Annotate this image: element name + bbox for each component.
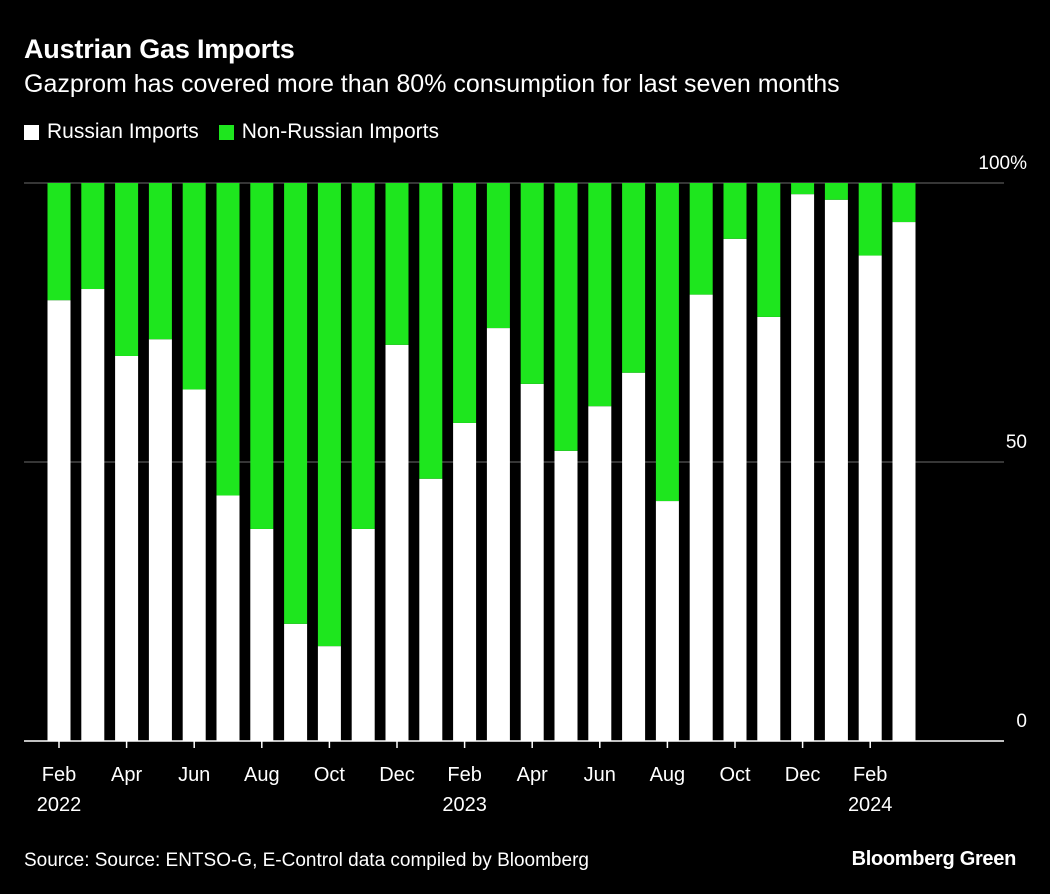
- bar-russian: [622, 372, 646, 741]
- bar-non-russian: [182, 183, 206, 390]
- bar-non-russian: [148, 183, 172, 340]
- x-tick-label: Aug: [244, 764, 280, 786]
- bar-non-russian: [689, 183, 713, 295]
- x-tick-year-label: 2022: [37, 794, 82, 816]
- legend-label-non-russian: Non-Russian Imports: [241, 120, 439, 143]
- x-tick-label: Oct: [719, 764, 751, 786]
- bar-non-russian: [588, 183, 612, 407]
- bar-russian: [317, 646, 341, 741]
- bar-russian: [453, 422, 477, 741]
- bar-non-russian: [385, 183, 409, 345]
- bar-russian: [689, 294, 713, 741]
- bar-non-russian: [216, 183, 240, 496]
- bar-non-russian: [723, 183, 747, 239]
- x-tick-year-label: 2024: [848, 794, 893, 816]
- legend: Russian Imports Non-Russian Imports: [24, 120, 459, 144]
- bar-non-russian: [892, 183, 916, 223]
- x-tick-label: Feb: [42, 764, 76, 786]
- bar-non-russian: [791, 183, 815, 195]
- bar-russian: [520, 383, 544, 741]
- bar-non-russian: [115, 183, 139, 356]
- bar-non-russian: [419, 183, 443, 479]
- bar-russian: [385, 344, 409, 741]
- bar-russian: [250, 528, 274, 741]
- x-tick-label: Feb: [853, 764, 887, 786]
- bar-russian: [892, 222, 916, 741]
- bar-russian: [824, 199, 848, 742]
- bar-non-russian: [317, 183, 341, 647]
- x-tick-label: Apr: [517, 764, 548, 786]
- bar-non-russian: [453, 183, 477, 423]
- bar-russian: [81, 289, 105, 741]
- bar-russian: [115, 355, 139, 741]
- bar-russian: [858, 255, 882, 742]
- bar-russian: [757, 316, 781, 741]
- x-tick-label: Jun: [178, 764, 210, 786]
- legend-swatch-non-russian: [218, 124, 234, 140]
- bar-russian: [655, 501, 679, 741]
- bar-russian: [351, 528, 375, 741]
- bar-non-russian: [655, 183, 679, 502]
- x-tick-label: Aug: [650, 764, 686, 786]
- x-tick-label: Dec: [785, 764, 821, 786]
- x-tick-year-label: 2023: [442, 794, 487, 816]
- bar-russian: [791, 194, 815, 741]
- bar-russian: [588, 406, 612, 741]
- bar-non-russian: [351, 183, 375, 529]
- bar-russian: [723, 238, 747, 742]
- bar-russian: [216, 495, 240, 741]
- bar-non-russian: [757, 183, 781, 317]
- y-tick-label: 50: [1006, 432, 1027, 453]
- legend-swatch-russian: [24, 124, 39, 140]
- y-tick-label: 0: [1016, 711, 1027, 732]
- bar-non-russian: [81, 183, 105, 290]
- x-tick-label: Apr: [111, 764, 142, 786]
- bar-non-russian: [250, 183, 274, 529]
- bar-russian: [554, 450, 578, 741]
- bar-non-russian: [824, 183, 848, 200]
- source-note: Source: Source: ENTSO-G, E-Control data …: [24, 850, 589, 871]
- bar-non-russian: [284, 183, 308, 624]
- bar-russian: [486, 328, 510, 741]
- x-tick-label: Jun: [584, 764, 616, 786]
- x-tick-label: Feb: [447, 764, 481, 786]
- bar-non-russian: [47, 183, 71, 301]
- legend-item-russian: Russian Imports: [24, 120, 199, 144]
- legend-label-russian: Russian Imports: [47, 120, 199, 143]
- bar-non-russian: [486, 183, 510, 329]
- bar-russian: [284, 623, 308, 741]
- chart-subtitle: Gazprom has covered more than 80% consum…: [24, 70, 840, 98]
- bar-non-russian: [858, 183, 882, 256]
- bar-russian: [419, 478, 443, 741]
- bar-non-russian: [554, 183, 578, 451]
- chart-title: Austrian Gas Imports: [24, 34, 295, 64]
- bar-non-russian: [622, 183, 646, 373]
- x-tick-label: Dec: [379, 764, 415, 786]
- legend-item-non-russian: Non-Russian Imports: [218, 120, 439, 144]
- y-tick-label: 100%: [978, 153, 1027, 174]
- bar-russian: [148, 339, 172, 741]
- bar-russian: [182, 389, 206, 741]
- bar-non-russian: [520, 183, 544, 384]
- bar-russian: [47, 300, 71, 741]
- brand-logo: Bloomberg Green: [851, 848, 1017, 870]
- x-tick-label: Oct: [314, 764, 346, 786]
